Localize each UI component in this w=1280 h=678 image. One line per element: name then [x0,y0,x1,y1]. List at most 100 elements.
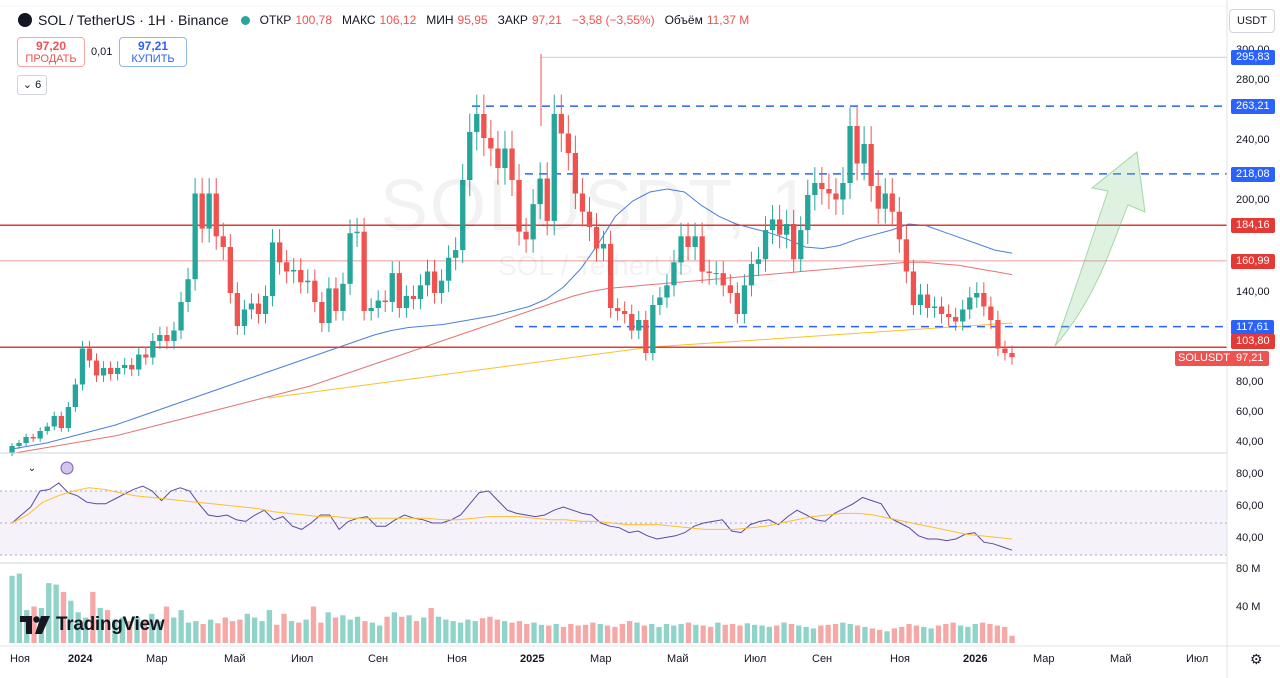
indicators-toggle-button[interactable]: ⌄ 6 [17,75,47,95]
candle [861,144,867,164]
volume-bar [46,583,52,643]
candle [164,335,170,341]
candle [657,297,663,305]
candle [685,236,691,247]
rsi-collapse-chevron-icon[interactable]: ⌄ [27,463,37,474]
candle [903,239,909,272]
candle [488,138,494,149]
volume-bar [957,625,964,643]
rsi-tick-label: 60,00 [1236,500,1264,512]
tradingview-logo-icon [20,616,50,634]
volume-bar [421,617,427,643]
sell-button[interactable]: 97,20 ПРОДАТЬ [17,37,85,67]
volume-bar [354,616,361,643]
volume-bar [215,623,221,643]
forecast-arrow[interactable] [1054,151,1146,347]
price-tag-label: 184,16 [1231,218,1275,234]
volume-bar [68,600,74,643]
candle [882,193,888,209]
candle [678,236,684,263]
volume-bar [16,573,22,643]
volume-bar [332,617,339,643]
candle [100,368,107,376]
price-tick-label: 40,00 [1236,436,1264,448]
volume-bar [972,624,978,643]
volume-bar [90,591,96,643]
candle [51,416,57,427]
price-tag-label: 263,21 [1231,99,1275,115]
tradingview-logo[interactable]: TradingView [20,614,165,636]
high-label: МАКС [342,13,376,27]
volume-bar [546,625,552,643]
candle [727,285,733,293]
candle [375,300,381,308]
volume-bar [671,625,677,643]
volume-bar [509,622,515,643]
candle [981,293,987,307]
volume-bar [619,624,625,643]
candle [608,243,614,308]
volume-bar [119,617,125,643]
candle [424,271,431,286]
volume-bar [163,606,170,643]
candle [777,219,783,235]
volume-bar [759,625,765,643]
volume-bar [590,622,596,643]
symbol-title[interactable]: SOL / TetherUS · 1H · Binance [38,12,229,28]
candle [1009,353,1015,358]
volume-bar [200,624,206,643]
candle [565,133,571,153]
volume-bar [193,621,199,643]
change-value: −3,58 (−3,55%) [571,13,655,27]
settings-gear-icon[interactable]: ⚙ [1250,651,1263,667]
volume-bar [752,624,758,644]
candle [16,443,22,446]
volume-bar [641,625,647,643]
chevron-down-icon: ⌄ [22,79,33,91]
price-tick-label: 280,00 [1236,74,1270,86]
volume-bar [796,625,802,643]
candle [396,273,402,308]
candle [819,183,825,189]
price-tick-label: 80,00 [1236,376,1264,388]
candle [312,280,318,302]
volume-bar [362,621,368,643]
currency-selector[interactable]: USDT [1229,9,1275,33]
volume-bar [810,628,817,643]
candle [586,211,593,227]
volume-bar [237,619,243,643]
volume-bar [516,621,522,643]
buy-button[interactable]: 97,21 КУПИТЬ [119,37,187,67]
volume-bar [325,612,331,643]
volume-bar [502,621,508,643]
volume-bar [707,626,714,643]
candle [495,148,501,168]
candle [974,293,980,298]
candle [748,263,755,286]
candle [960,309,966,322]
rsi-tick-label: 80,00 [1236,468,1264,480]
time-tick-label: Май [224,653,246,665]
volume-bar [921,626,927,643]
volume-bar [229,621,236,643]
candle [755,259,762,264]
rsi-ma-line [11,487,1013,540]
price-tick-label: 200,00 [1236,194,1270,206]
volume-bar [627,621,633,643]
open-label: ОТКР [259,13,292,27]
volume-bar [406,615,412,643]
volume-value: 11,37 M [706,13,750,27]
candle [23,437,29,443]
volume-bar [649,624,655,643]
volume-bar [560,626,567,643]
volume-bar [82,617,89,643]
candle [284,262,290,272]
volume-bar [450,621,456,643]
volume-bar [494,619,500,643]
price-tag-label: 160,99 [1231,253,1275,269]
candle [995,320,1001,349]
volume-bar [899,626,905,643]
price-levels[interactable] [0,56,1227,349]
candle [446,257,452,281]
